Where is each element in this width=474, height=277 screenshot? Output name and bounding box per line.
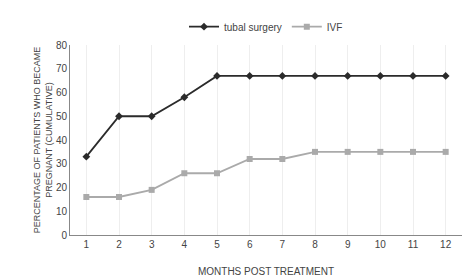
svg-text:12: 12 bbox=[440, 239, 452, 250]
svg-text:30: 30 bbox=[56, 158, 68, 169]
svg-text:10: 10 bbox=[375, 239, 387, 250]
svg-text:50: 50 bbox=[56, 111, 68, 122]
svg-text:80: 80 bbox=[56, 40, 68, 51]
svg-text:40: 40 bbox=[56, 135, 68, 146]
svg-text:9: 9 bbox=[345, 239, 351, 250]
svg-text:0: 0 bbox=[61, 230, 67, 241]
svg-text:5: 5 bbox=[214, 239, 220, 250]
svg-text:20: 20 bbox=[56, 182, 68, 193]
svg-text:4: 4 bbox=[182, 239, 188, 250]
svg-text:1: 1 bbox=[84, 239, 90, 250]
svg-text:7: 7 bbox=[280, 239, 286, 250]
svg-text:MONTHS POST TREATMENT: MONTHS POST TREATMENT bbox=[198, 266, 334, 277]
svg-text:6: 6 bbox=[247, 239, 253, 250]
svg-text:IVF: IVF bbox=[327, 22, 343, 33]
svg-text:PERCENTAGE OF PATIENTS WHO BEC: PERCENTAGE OF PATIENTS WHO BECAMEPREGNAN… bbox=[32, 47, 54, 234]
svg-text:3: 3 bbox=[149, 239, 155, 250]
svg-text:60: 60 bbox=[56, 87, 68, 98]
svg-text:70: 70 bbox=[56, 63, 68, 74]
svg-text:11: 11 bbox=[408, 239, 419, 250]
svg-text:2: 2 bbox=[116, 239, 122, 250]
svg-text:tubal surgery: tubal surgery bbox=[224, 22, 282, 33]
svg-text:8: 8 bbox=[312, 239, 318, 250]
svg-text:10: 10 bbox=[56, 206, 68, 217]
